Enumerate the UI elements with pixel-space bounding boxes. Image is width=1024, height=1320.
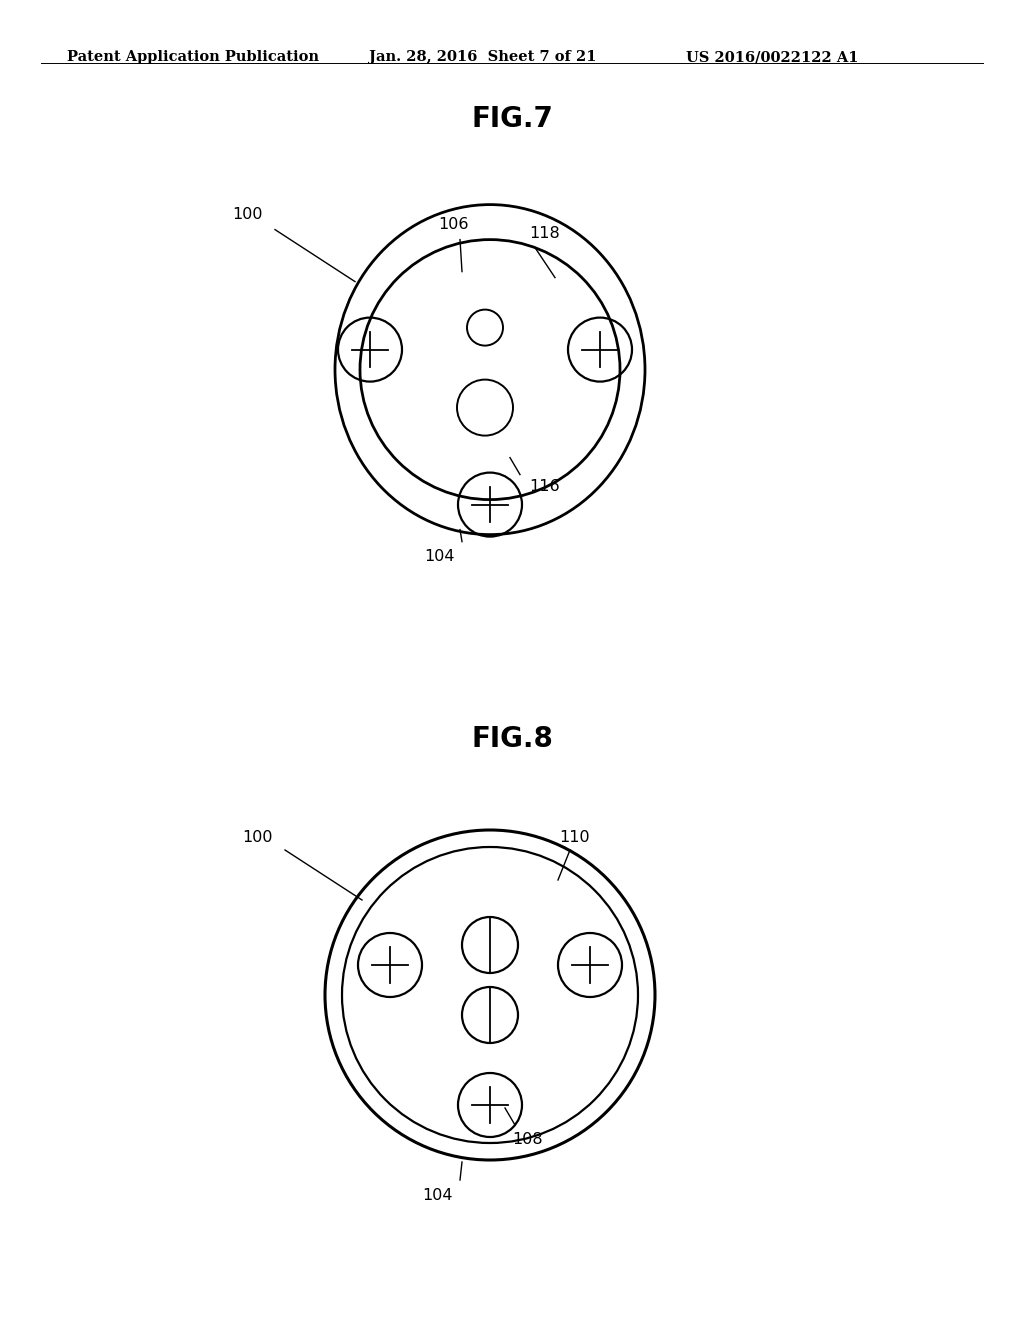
Text: 100: 100 <box>243 829 273 845</box>
Text: 100: 100 <box>232 207 263 222</box>
Text: FIG.7: FIG.7 <box>471 104 553 132</box>
Text: 108: 108 <box>513 1133 544 1147</box>
Text: Jan. 28, 2016  Sheet 7 of 21: Jan. 28, 2016 Sheet 7 of 21 <box>369 50 596 65</box>
Text: US 2016/0022122 A1: US 2016/0022122 A1 <box>686 50 858 65</box>
Text: 118: 118 <box>529 226 560 242</box>
Text: 110: 110 <box>560 830 590 846</box>
Text: 104: 104 <box>423 1188 454 1203</box>
Text: Patent Application Publication: Patent Application Publication <box>67 50 318 65</box>
Text: FIG.8: FIG.8 <box>471 725 553 752</box>
Text: 104: 104 <box>425 549 456 564</box>
Text: 106: 106 <box>437 216 468 232</box>
Text: 116: 116 <box>529 479 560 494</box>
